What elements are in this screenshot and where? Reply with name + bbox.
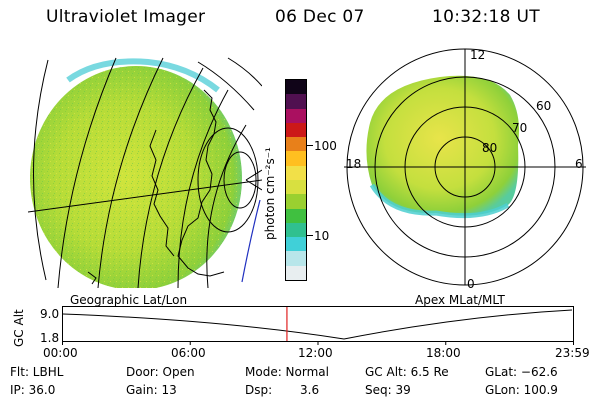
- colorbar-segment: [286, 151, 306, 166]
- geographic-map: [28, 57, 262, 288]
- xtick-label: 23:59: [555, 346, 590, 360]
- coastline: [177, 89, 225, 277]
- xtick-label: 00:00: [43, 346, 78, 360]
- altitude-ylabel: GC Alt: [12, 309, 26, 347]
- info-seq: Seq: 39: [365, 383, 411, 397]
- info-dsp-value: 3.6: [300, 383, 320, 397]
- altitude-plot: [62, 306, 574, 345]
- xtick-label: 06:00: [171, 346, 206, 360]
- colorbar-segment: [286, 165, 306, 181]
- colorbar-segment: [286, 180, 306, 195]
- header-date: 06 Dec 07: [275, 7, 365, 27]
- colorbar-segment: [286, 94, 306, 109]
- colorbar-unit-label: photon cm⁻²s⁻¹: [263, 147, 277, 240]
- colorbar: [285, 79, 307, 281]
- altitude-ytick-bottom: 1.8: [40, 331, 60, 345]
- info-mode: Mode: Normal: [245, 365, 329, 379]
- uv-image-polar: [366, 75, 519, 216]
- mlt-label-18: 18: [346, 157, 361, 171]
- geo-map-label: Geographic Lat/Lon: [70, 293, 188, 307]
- info-gc-alt: GC Alt: 6.5 Re: [365, 365, 449, 379]
- colorbar-segment: [286, 80, 306, 95]
- info-gain: Gain: 13: [126, 383, 177, 397]
- colorbar-segment: [286, 122, 306, 138]
- colorbar-segment: [286, 251, 306, 266]
- info-glat: GLat: −62.6: [485, 365, 558, 379]
- colorbar-segment: [286, 194, 306, 209]
- colorbar-segment: [286, 108, 306, 123]
- terminator-line: [241, 199, 261, 283]
- colorbar-tick-10: [307, 235, 313, 236]
- info-dsp-label: Dsp:: [245, 383, 273, 397]
- lat-label-70: 70: [512, 121, 527, 135]
- colorbar-segment: [286, 237, 306, 252]
- polar-map: 12 18 6 0 60 70 80: [344, 48, 586, 290]
- header-time: 10:32:18 UT: [432, 7, 540, 27]
- xtick-label: 12:00: [298, 346, 333, 360]
- mlt-label-12: 12: [470, 48, 485, 62]
- altitude-curve: [62, 309, 573, 340]
- lat-label-60: 60: [536, 99, 551, 113]
- app-title: Ultraviolet Imager: [46, 7, 206, 27]
- altitude-ytick-top: 9.0: [40, 307, 60, 321]
- mlt-label-0: 0: [467, 277, 475, 290]
- colorbar-tick-100: [307, 145, 313, 146]
- colorbar-segment: [286, 265, 306, 280]
- colorbar-segment: [286, 222, 306, 238]
- mlt-label-6: 6: [575, 157, 583, 171]
- colorbar-segment: [286, 137, 306, 152]
- info-ip: IP: 36.0: [10, 383, 56, 397]
- polar-map-label: Apex MLat/MLT: [415, 293, 505, 307]
- info-door: Door: Open: [126, 365, 195, 379]
- info-filter: Flt: LBHL: [10, 365, 64, 379]
- colorbar-label-10: 10: [314, 229, 330, 243]
- colorbar-label-100: 100: [314, 139, 337, 153]
- lat-label-80: 80: [482, 141, 497, 155]
- info-glon: GLon: 100.9: [485, 383, 558, 397]
- colorbar-segment: [286, 208, 306, 223]
- xtick-label: 18:00: [426, 346, 461, 360]
